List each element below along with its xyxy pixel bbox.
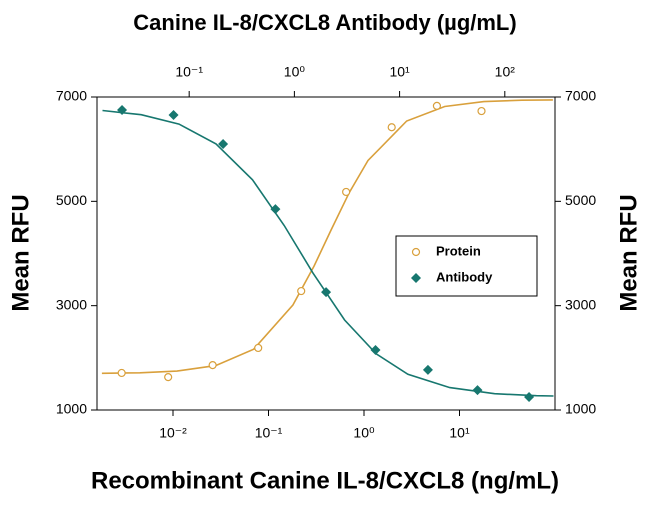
y-axis-label: Mean RFU (7, 194, 34, 311)
x-axis-label: Recombinant Canine IL-8/CXCL8 (ng/mL) (91, 467, 559, 494)
x-tick-label: 10⁻¹ (255, 425, 283, 441)
diamond-marker (321, 287, 332, 298)
y-tick-label: 5000 (56, 192, 87, 208)
x2-tick-label: 10⁻¹ (175, 64, 203, 80)
x2-tick-label: 10² (495, 64, 516, 80)
y2-tick-label: 7000 (565, 88, 596, 104)
y-tick-label: 1000 (56, 401, 87, 417)
circle-marker (477, 106, 486, 116)
x-tick-label: 10⁻² (159, 425, 187, 441)
diamond-marker (168, 109, 179, 120)
y-tick-label: 3000 (56, 296, 87, 312)
circle-marker (254, 343, 263, 353)
y-tick-label: 7000 (56, 88, 87, 104)
circle-marker (387, 123, 396, 132)
diamond-marker (524, 391, 535, 402)
diamond-marker (270, 204, 281, 215)
fit-curve (102, 109, 554, 397)
diamond-marker (218, 138, 229, 149)
diamond-marker (117, 105, 128, 116)
circle-marker (208, 361, 217, 370)
plot-frame (96, 96, 556, 411)
x2-tick-label: 10⁰ (284, 64, 306, 80)
y2-axis-label: Mean RFU (615, 194, 642, 311)
fit-curve (101, 99, 553, 375)
x-tick-label: 10⁰ (353, 425, 375, 441)
y2-tick-label: 3000 (565, 296, 596, 312)
circle-marker (432, 101, 442, 110)
diamond-marker (411, 273, 421, 283)
circle-marker (297, 286, 306, 296)
legend-box (395, 235, 538, 297)
circle-marker (164, 373, 173, 382)
x2-tick-label: 10¹ (389, 64, 410, 80)
legend-label: Antibody (436, 269, 493, 284)
diamond-marker (472, 385, 483, 396)
circle-marker (342, 187, 351, 197)
y2-tick-label: 1000 (565, 401, 596, 417)
circle-marker (411, 247, 421, 257)
y2-tick-label: 5000 (565, 192, 596, 208)
diamond-marker (422, 364, 433, 375)
circle-marker (117, 368, 126, 378)
legend-label: Protein (436, 243, 481, 258)
chart-title: Canine IL-8/CXCL8 Antibody (µg/mL) (133, 10, 516, 35)
x-tick-label: 10¹ (449, 425, 470, 441)
diamond-marker (370, 345, 381, 356)
